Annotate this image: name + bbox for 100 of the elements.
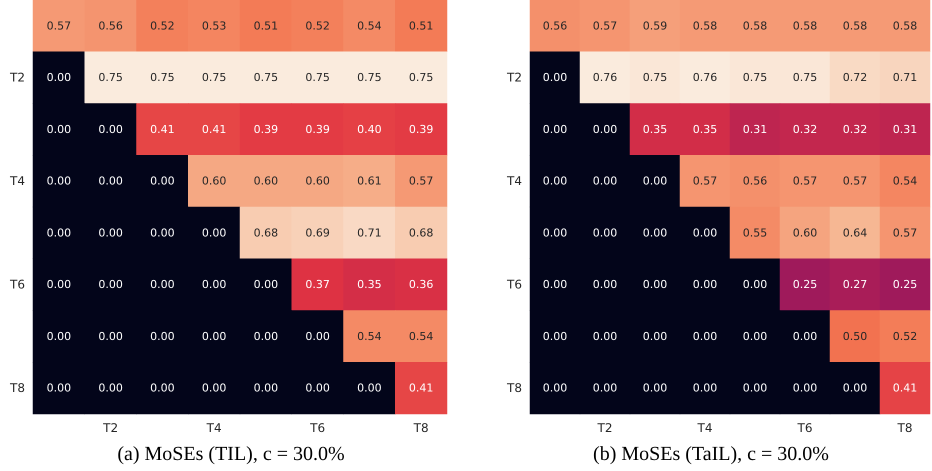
data-label: 0.75: [792, 71, 818, 84]
data-label: 0.00: [46, 382, 72, 395]
data-label: 0.75: [408, 71, 434, 84]
data-label: 0.36: [408, 278, 434, 292]
data-label: 0.75: [202, 71, 226, 84]
data-label: 0.00: [46, 330, 72, 343]
data-label: 0.52: [150, 19, 175, 32]
data-label: 0.57: [842, 174, 868, 188]
data-label: 0.00: [150, 330, 175, 343]
data-label: 0.00: [692, 226, 718, 240]
data-label: 0.00: [642, 382, 668, 395]
data-label: 0.60: [254, 174, 278, 188]
data-label: 0.58: [692, 19, 718, 32]
x-tick-label: T8: [412, 421, 429, 435]
data-label: 0.54: [892, 174, 918, 188]
data-label: 0.75: [742, 71, 768, 84]
x-tick-label: T2: [596, 421, 612, 435]
data-label: 0.40: [357, 122, 382, 136]
data-label: 0.00: [150, 278, 175, 292]
data-label: 0.00: [98, 174, 123, 188]
data-label: 0.00: [98, 382, 123, 395]
data-label: 0.00: [642, 226, 668, 240]
data-label: 0.00: [642, 278, 668, 292]
y-tick-label: T4: [506, 174, 522, 188]
data-label: 0.00: [542, 226, 568, 240]
data-label: 0.37: [305, 278, 330, 292]
data-label: 0.00: [692, 278, 718, 292]
data-label: 0.00: [592, 226, 618, 240]
data-label: 0.00: [792, 382, 818, 395]
data-label: 0.00: [202, 226, 226, 240]
data-label: 0.58: [742, 19, 768, 32]
data-label: 0.25: [892, 278, 918, 292]
x-tick-label: T4: [696, 421, 712, 435]
data-label: 0.71: [357, 226, 382, 240]
data-label: 0.00: [150, 226, 175, 240]
data-label: 0.60: [202, 174, 226, 188]
data-label: 0.60: [792, 226, 818, 240]
y-tick-label: T2: [506, 70, 522, 85]
y-tick-label: T8: [9, 381, 25, 396]
data-label: 0.41: [892, 382, 918, 395]
data-label: 0.69: [305, 226, 330, 240]
data-label: 0.68: [408, 226, 434, 240]
data-label: 0.56: [98, 19, 123, 32]
data-label: 0.76: [592, 71, 618, 84]
data-label: 0.00: [692, 330, 718, 343]
data-label: 0.75: [357, 71, 382, 84]
y-tick-label: T4: [9, 174, 25, 188]
data-label: 0.00: [542, 330, 568, 343]
text: (a) MoSEs (TIL), c = 30.0%: [117, 443, 345, 465]
data-label: 0.32: [842, 122, 868, 136]
data-label: 0.00: [542, 278, 568, 292]
data-label: 0.39: [408, 122, 434, 136]
data-label: 0.75: [150, 71, 175, 84]
data-label: 0.52: [892, 330, 918, 343]
data-label: 0.54: [408, 330, 434, 343]
data-label: 0.00: [592, 382, 618, 395]
data-label: 0.00: [254, 330, 278, 343]
x-tick-label: T6: [796, 421, 812, 435]
data-label: 0.35: [357, 278, 382, 292]
data-label: 0.00: [542, 174, 568, 188]
data-label: 0.00: [150, 174, 175, 188]
data-label: 0.00: [542, 382, 568, 395]
data-label: 0.00: [357, 382, 382, 395]
data-label: 0.75: [254, 71, 278, 84]
data-label: 0.00: [592, 278, 618, 292]
data-label: 0.60: [305, 174, 330, 188]
data-label: 0.68: [254, 226, 278, 240]
data-label: 0.00: [202, 278, 226, 292]
data-label: 0.57: [692, 174, 718, 188]
data-label: 0.75: [98, 71, 123, 84]
data-label: 0.71: [892, 71, 918, 84]
y-tick-label: T6: [9, 278, 25, 292]
data-label: 0.59: [642, 19, 668, 32]
data-label: 0.27: [842, 278, 868, 292]
data-label: 0.54: [357, 19, 382, 32]
data-label: 0.32: [792, 122, 818, 136]
data-label: 0.39: [254, 122, 278, 136]
data-label: 0.00: [842, 382, 868, 395]
data-label: 0.00: [46, 71, 72, 84]
data-label: 0.51: [254, 19, 278, 32]
data-label: 0.00: [46, 122, 72, 136]
y-tick-label: T6: [506, 278, 522, 292]
data-label: 0.52: [305, 19, 330, 32]
x-tick-label: T2: [102, 421, 118, 435]
x-tick-label: T4: [206, 421, 222, 435]
data-label: 0.41: [202, 122, 226, 136]
data-label: 0.00: [592, 122, 618, 136]
data-label: 0.00: [592, 174, 618, 188]
data-label: 0.00: [642, 330, 668, 343]
data-label: 0.72: [842, 71, 868, 84]
data-label: 0.00: [98, 278, 123, 292]
data-label: 0.53: [202, 19, 226, 32]
data-label: 0.00: [742, 330, 768, 343]
y-tick-label: T8: [506, 381, 522, 396]
data-label: 0.64: [842, 226, 868, 240]
data-label: 0.75: [642, 71, 668, 84]
data-label: 0.58: [842, 19, 868, 32]
data-label: 0.57: [792, 174, 818, 188]
data-label: 0.55: [742, 226, 768, 240]
data-label: 0.41: [150, 122, 175, 136]
